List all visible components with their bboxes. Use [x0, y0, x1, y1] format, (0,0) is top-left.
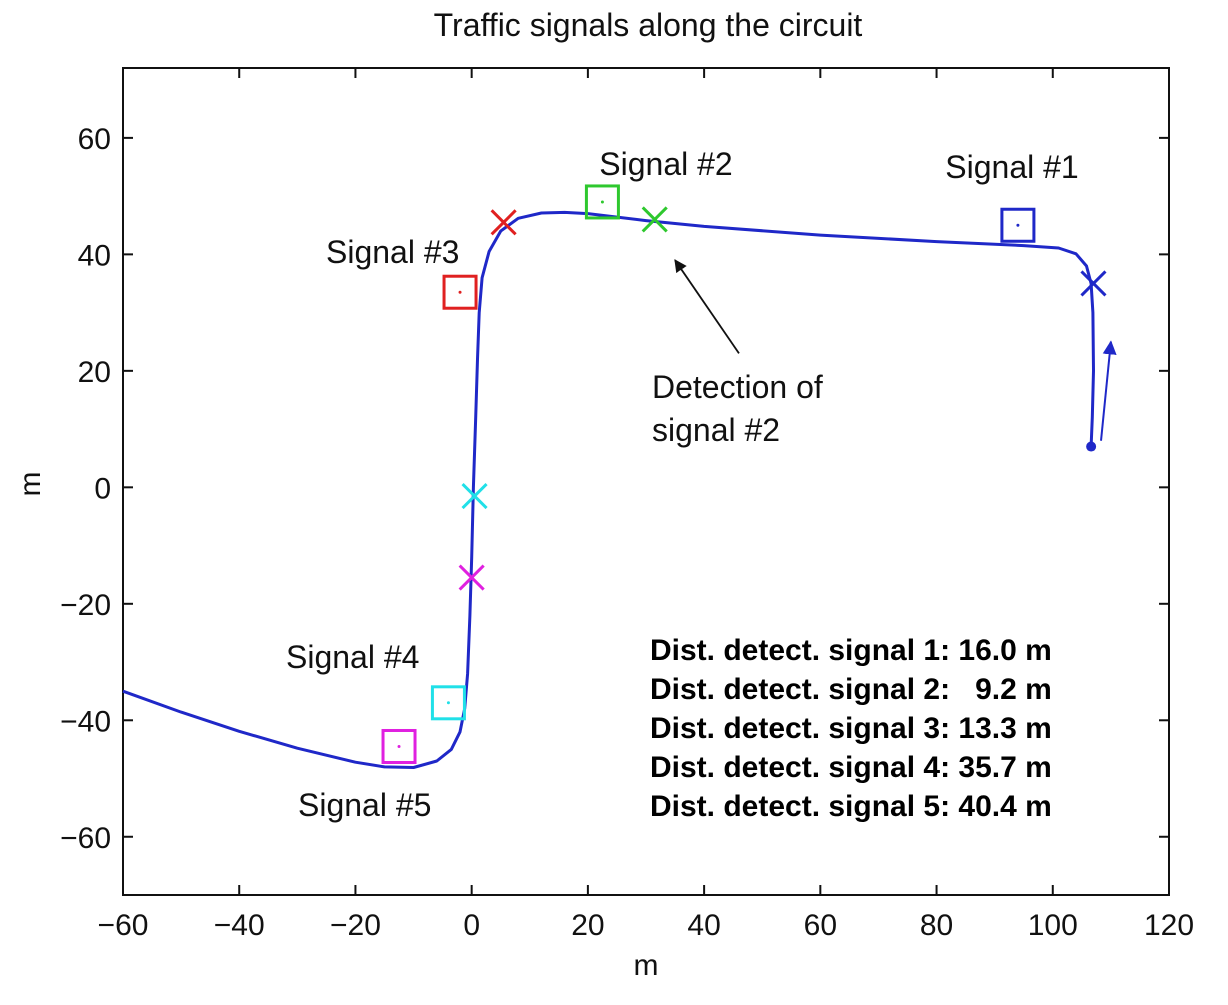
signal-3-square [442, 274, 478, 310]
detection-cross-stroke [461, 482, 488, 510]
x-tick-label: 100 [1028, 909, 1078, 942]
signal-4-square-dot [446, 701, 450, 705]
x-tick-label: 0 [463, 909, 480, 942]
x-tick-label: 40 [687, 909, 720, 942]
x-tick-label: 60 [804, 909, 837, 942]
trajectory-line [122, 210, 1095, 769]
signal-1-square [1000, 207, 1036, 243]
signal-4-square [430, 685, 466, 721]
signal-2-label: Signal #2 [599, 146, 732, 182]
y-tick-label: 60 [78, 123, 111, 156]
detection-cross-stroke [490, 209, 517, 236]
signal-5-detection-marker [458, 564, 485, 591]
y-tick-label: 40 [78, 239, 111, 272]
distance-line-5: Dist. detect. signal 5: 40.4 m [650, 790, 1052, 823]
signal-1-square-dot [1016, 223, 1020, 227]
signal-3-square-dot [458, 290, 462, 294]
signal-2-square [584, 184, 620, 220]
signal-2-detection-marker [641, 206, 668, 233]
detection-cross-stroke [641, 206, 668, 233]
plot-layer: Signal #1 Signal #2 Signal #3 Signal #4 Sign… [122, 146, 1117, 823]
detection-cross-stroke [458, 564, 485, 591]
signal-4-detection-marker [461, 482, 488, 510]
signal-3-label: Signal #3 [326, 234, 459, 270]
x-tick-label: −40 [214, 909, 265, 942]
signal-5-square-dot [397, 744, 401, 748]
start-point-marker [1086, 441, 1097, 452]
x-tick-label: 20 [571, 909, 604, 942]
signal-4-label: Signal #4 [286, 639, 419, 675]
signal-3-detection-marker [490, 209, 517, 236]
signal-5-square [381, 728, 417, 764]
distance-line-4: Dist. detect. signal 4: 35.7 m [650, 751, 1052, 784]
y-tick-label: −20 [60, 589, 111, 622]
direction-arrow [1100, 340, 1117, 441]
x-tick-label: 80 [920, 909, 953, 942]
y-tick-label: −40 [60, 705, 111, 738]
distance-line-2: Dist. detect. signal 2: 9.2 m [650, 673, 1052, 706]
y-tick-label: 20 [78, 356, 111, 389]
x-tick-label: −60 [98, 909, 149, 942]
chart-title: Traffic signals along the circuit [434, 7, 863, 43]
annotation-arrow [674, 259, 740, 354]
signal-1-label: Signal #1 [945, 149, 1078, 185]
annotation-line: signal #2 [652, 412, 780, 448]
axis-ticks: −60 −40 −20 0 20 40 60 80 100 120 −60 −40 −20 0 20 40 60 [60, 68, 1194, 942]
x-axis-title: m [634, 949, 659, 982]
y-tick-label: 0 [94, 472, 111, 505]
signal-5-label: Signal #5 [298, 787, 431, 823]
signal-2-square-dot [600, 200, 604, 204]
y-axis-title: m [14, 472, 47, 497]
x-tick-label: −20 [330, 909, 381, 942]
signal-1-detection-marker [1080, 270, 1107, 297]
distance-line-1: Dist. detect. signal 1: 16.0 m [650, 634, 1052, 667]
detection-cross-stroke [1080, 270, 1107, 297]
distance-line-3: Dist. detect. signal 3: 13.3 m [650, 712, 1052, 745]
annotation-line: Detection of [652, 369, 823, 405]
plot-area-frame [122, 67, 1170, 896]
y-tick-label: −60 [60, 822, 111, 855]
x-tick-label: 120 [1144, 909, 1194, 942]
